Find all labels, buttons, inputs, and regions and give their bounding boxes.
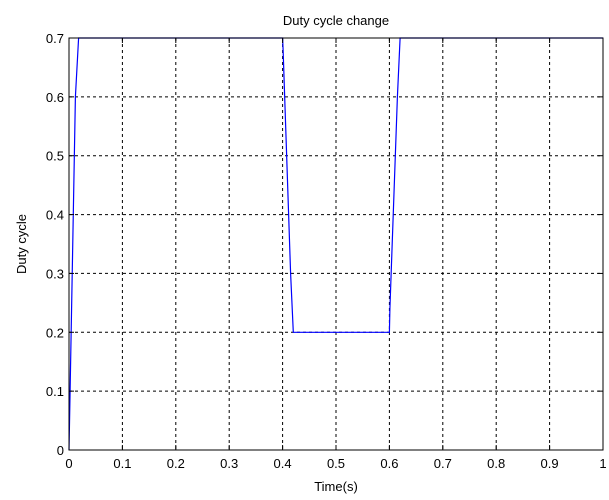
x-tick-label: 0.4	[274, 456, 292, 471]
x-tick-label: 0.5	[327, 456, 345, 471]
x-tick-label: 0.3	[220, 456, 238, 471]
x-tick-label: 1	[599, 456, 606, 471]
y-tick-label: 0.1	[46, 384, 64, 399]
y-tick-label: 0.4	[46, 208, 64, 223]
x-tick-label: 0.7	[434, 456, 452, 471]
duty-cycle-line	[68, 37, 603, 451]
x-tick-labels: 0 0.1 0.2 0.3 0.4 0.5 0.6 0.7 0.8 0.9 1	[65, 456, 606, 471]
x-tick-label: 0.6	[380, 456, 398, 471]
x-tick-label: 0.8	[487, 456, 505, 471]
x-axis-title: Time(s)	[314, 479, 358, 494]
series-layer	[68, 37, 603, 451]
x-tick-label: 0.1	[113, 456, 131, 471]
x-tick-label: 0.9	[541, 456, 559, 471]
x-tick-label: 0.2	[167, 456, 185, 471]
y-tick-labels: 0 0.1 0.2 0.3 0.4 0.5 0.6 0.7	[46, 31, 64, 458]
x-tick-label: 0	[65, 456, 72, 471]
tick-marks	[68, 37, 604, 451]
y-tick-label: 0.5	[46, 149, 64, 164]
chart-title: Duty cycle change	[283, 13, 389, 28]
y-tick-label: 0.2	[46, 325, 64, 340]
y-tick-label: 0.3	[46, 266, 64, 281]
y-tick-label: 0	[57, 443, 64, 458]
y-tick-label: 0.6	[46, 90, 64, 105]
y-axis-title: Duty cycle	[14, 214, 29, 274]
y-tick-label: 0.7	[46, 31, 64, 46]
